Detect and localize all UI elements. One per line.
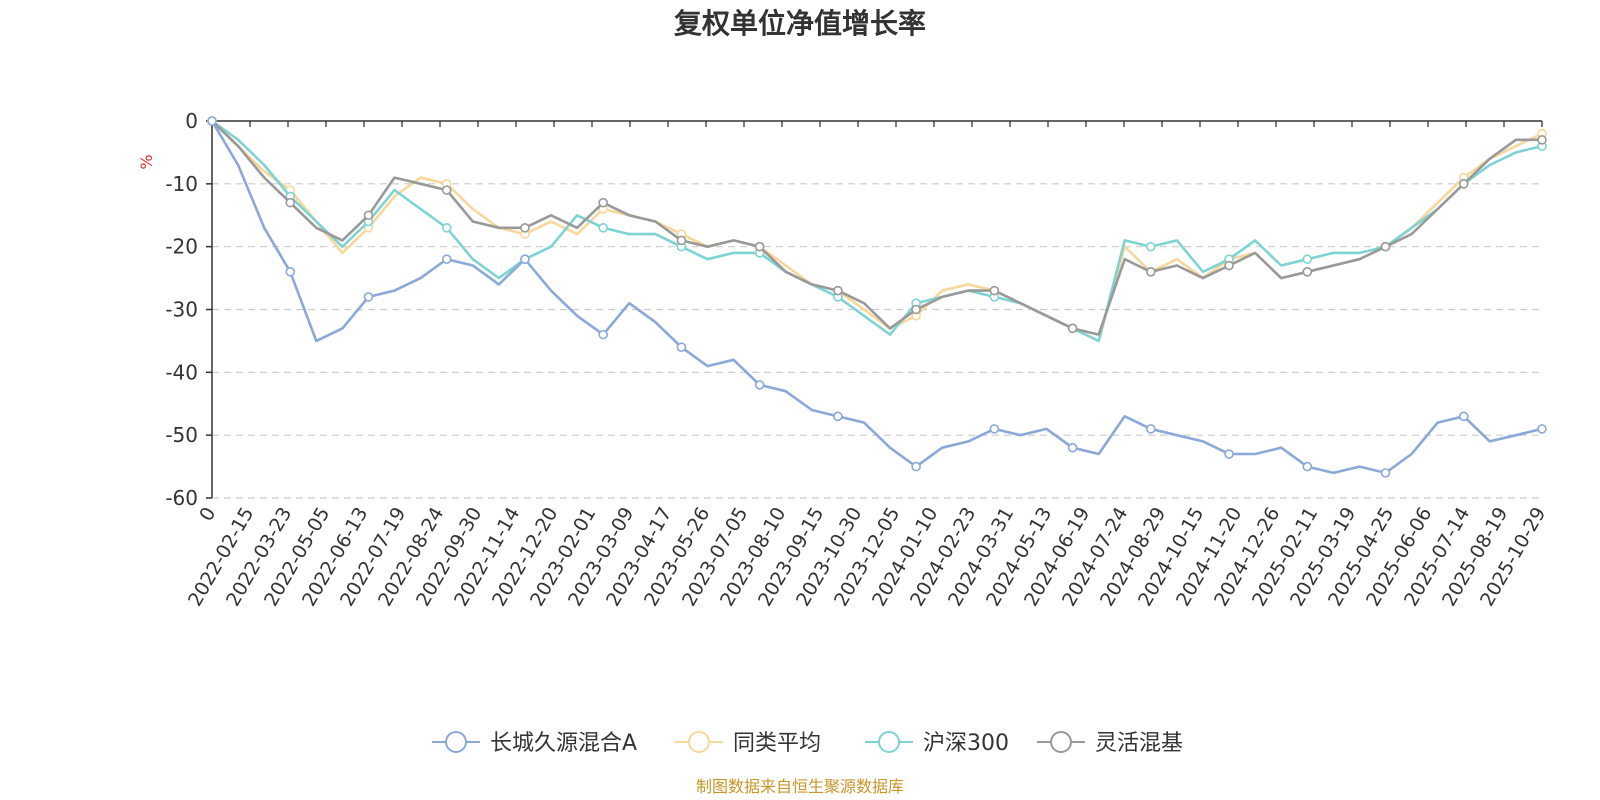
- data-point: [441, 254, 452, 265]
- y-tick-label: -20: [165, 235, 198, 259]
- series-line: [211, 120, 1543, 343]
- data-point: [285, 266, 296, 277]
- data-point: [441, 223, 452, 233]
- data-point: [1146, 424, 1156, 434]
- legend: 长城久源混合A 同类平均 沪深300 灵活混基: [432, 731, 1183, 756]
- data-point: [833, 411, 843, 422]
- data-point: [754, 380, 765, 390]
- data-point: [363, 292, 374, 302]
- legend-item[interactable]: 沪深300: [865, 731, 1009, 756]
- y-tick-label: -60: [165, 486, 198, 510]
- series-lines: [207, 116, 1547, 478]
- data-point: [676, 235, 687, 246]
- data-point: [598, 329, 608, 340]
- data-point: [676, 342, 687, 353]
- x-axis-ticks: 02022-02-152022-03-232022-05-052022-06-1…: [184, 121, 1550, 610]
- data-point: [1458, 179, 1469, 189]
- legend-item[interactable]: 长城久源混合A: [432, 731, 637, 756]
- legend-label: 长城久源混合A: [490, 731, 637, 756]
- legend-item[interactable]: 同类平均: [675, 731, 821, 756]
- y-axis-unit: %: [137, 154, 156, 169]
- chart-title: 复权单位净值增长率: [674, 7, 926, 40]
- legend-label: 灵活混基: [1095, 731, 1183, 756]
- data-point: [1537, 424, 1547, 434]
- data-point: [598, 197, 608, 208]
- data-point: [1537, 135, 1547, 145]
- legend-label: 同类平均: [733, 731, 821, 756]
- series-line: [211, 120, 1542, 336]
- data-point: [520, 223, 530, 233]
- legend-marker: [445, 731, 467, 753]
- data-point: [1302, 461, 1313, 472]
- series-line: [210, 120, 1543, 475]
- data-point: [1067, 323, 1078, 334]
- data-point: [754, 241, 765, 252]
- data-point: [911, 304, 921, 315]
- legend-label: 沪深300: [923, 731, 1009, 756]
- data-point: [1458, 411, 1469, 422]
- data-point: [363, 210, 374, 221]
- data-point: [441, 185, 452, 195]
- legend-marker: [878, 731, 900, 753]
- data-point: [1146, 241, 1156, 252]
- data-point: [833, 285, 843, 296]
- data-point: [1302, 254, 1313, 265]
- y-tick-label: -40: [165, 360, 198, 384]
- data-point: [1380, 241, 1391, 252]
- data-point: [989, 285, 1000, 296]
- data-point: [520, 254, 530, 265]
- grid-lines: [212, 183, 1542, 499]
- y-tick-label: -30: [165, 298, 198, 322]
- y-tick-label: -10: [165, 172, 198, 196]
- series-line: [211, 119, 1543, 343]
- source-note: 制图数据来自恒生聚源数据库: [696, 777, 904, 796]
- data-point: [1067, 442, 1078, 453]
- y-tick-label: 0: [185, 109, 198, 133]
- data-point: [989, 424, 1000, 434]
- data-point: [1224, 449, 1234, 459]
- data-point: [285, 197, 296, 208]
- data-point: [1146, 266, 1156, 277]
- data-point: [1224, 260, 1234, 271]
- legend-marker: [688, 731, 710, 753]
- data-point: [1380, 468, 1391, 478]
- data-point: [598, 223, 608, 233]
- y-tick-label: -50: [165, 423, 198, 447]
- x-tick-label: 0: [195, 504, 220, 525]
- data-point: [207, 116, 217, 126]
- legend-item[interactable]: 灵活混基: [1037, 731, 1183, 756]
- y-axis-ticks: 0 -10 -20 -30 -40 -50 -60: [165, 109, 212, 510]
- data-point: [911, 461, 921, 472]
- data-point: [1302, 266, 1313, 277]
- legend-marker: [1050, 731, 1072, 753]
